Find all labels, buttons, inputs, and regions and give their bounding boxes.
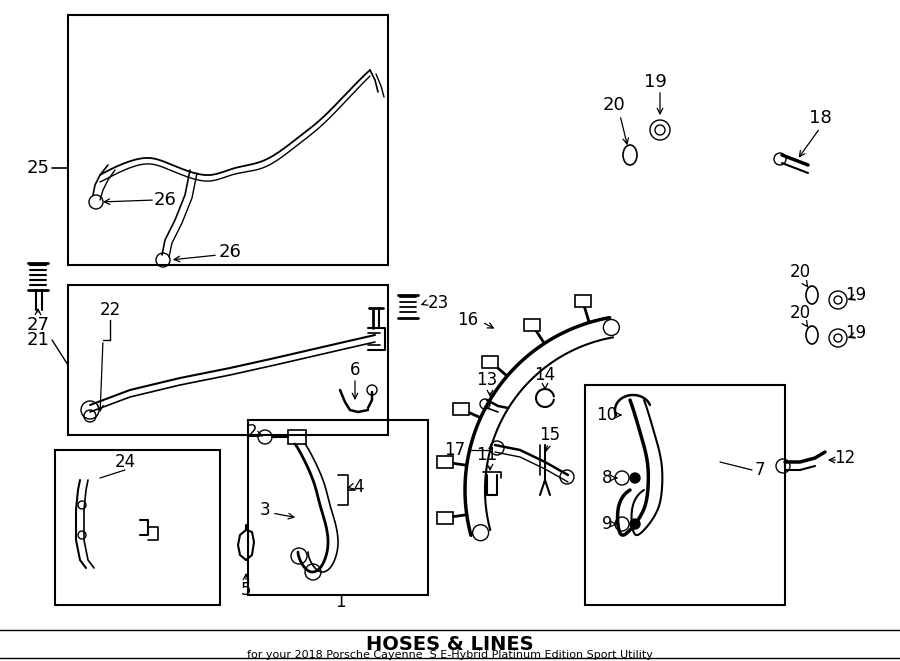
Text: 19: 19 xyxy=(644,73,666,91)
Text: 10: 10 xyxy=(597,406,617,424)
Text: 7: 7 xyxy=(755,461,765,479)
Text: 18: 18 xyxy=(808,109,832,127)
Text: 25: 25 xyxy=(26,159,50,177)
Circle shape xyxy=(630,519,640,529)
Text: 24: 24 xyxy=(114,453,136,471)
Bar xyxy=(575,295,590,307)
Text: 8: 8 xyxy=(602,469,612,487)
Bar xyxy=(437,512,453,524)
Text: 23: 23 xyxy=(428,294,448,312)
Text: 19: 19 xyxy=(845,324,867,342)
Text: 20: 20 xyxy=(603,96,625,114)
Text: 14: 14 xyxy=(535,366,555,384)
Bar xyxy=(288,430,306,444)
Bar xyxy=(68,285,388,435)
Text: for your 2018 Porsche Cayenne  S E-Hybrid Platinum Edition Sport Utility: for your 2018 Porsche Cayenne S E-Hybrid… xyxy=(248,650,652,660)
Bar xyxy=(585,385,785,605)
Text: 2: 2 xyxy=(247,423,257,441)
Bar xyxy=(68,15,388,265)
Circle shape xyxy=(630,473,640,483)
Text: 11: 11 xyxy=(476,446,498,464)
Text: 15: 15 xyxy=(539,426,561,444)
Text: 13: 13 xyxy=(476,371,498,389)
Bar xyxy=(482,356,499,368)
Text: 1: 1 xyxy=(335,593,346,611)
Text: 27: 27 xyxy=(26,316,50,334)
Text: 26: 26 xyxy=(154,191,176,209)
Bar xyxy=(248,420,428,595)
Text: 3: 3 xyxy=(260,501,270,519)
Text: 4: 4 xyxy=(353,478,364,496)
Bar xyxy=(453,403,469,414)
Text: 26: 26 xyxy=(219,243,241,261)
Text: 20: 20 xyxy=(789,304,811,322)
Text: 9: 9 xyxy=(602,515,612,533)
Text: 22: 22 xyxy=(99,301,121,319)
Text: 16: 16 xyxy=(457,311,479,329)
Bar xyxy=(525,319,540,331)
Text: 19: 19 xyxy=(845,286,867,304)
Bar xyxy=(55,450,220,605)
Text: 6: 6 xyxy=(350,361,360,379)
Bar xyxy=(437,456,453,468)
Text: HOSES & LINES: HOSES & LINES xyxy=(366,635,534,654)
Text: 17: 17 xyxy=(445,441,465,459)
Text: 5: 5 xyxy=(241,581,251,599)
Text: 12: 12 xyxy=(834,449,856,467)
Text: 20: 20 xyxy=(789,263,811,281)
Text: 21: 21 xyxy=(27,331,50,349)
